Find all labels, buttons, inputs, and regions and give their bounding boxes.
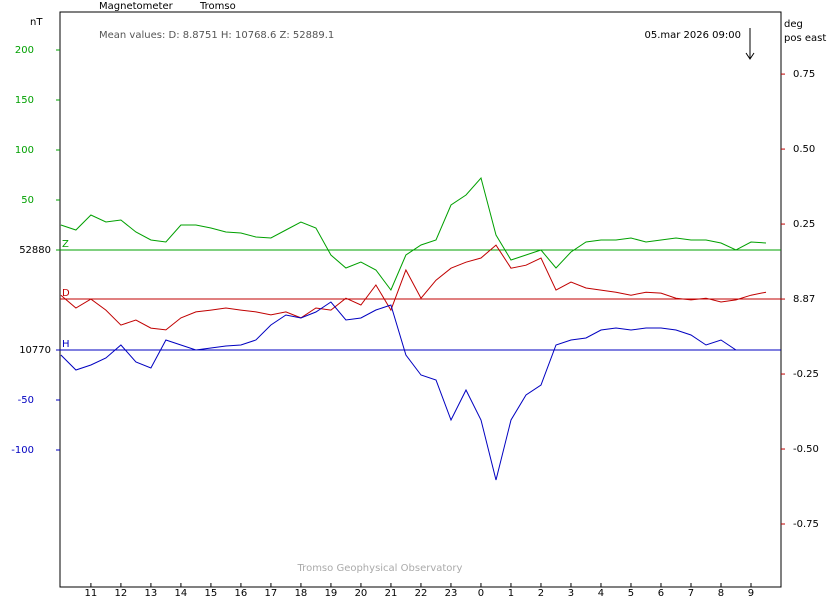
x-tick-label: 12 bbox=[115, 588, 128, 599]
y-tick-label: -100 bbox=[11, 445, 34, 456]
x-tick-label: 3 bbox=[568, 588, 574, 599]
x-tick-label: 2 bbox=[538, 588, 544, 599]
y-tick-label: 52880 bbox=[19, 245, 51, 256]
x-tick-label: 18 bbox=[295, 588, 308, 599]
trace bbox=[60, 301, 766, 481]
y-tick-label: 200 bbox=[15, 45, 34, 56]
y-tick-label: 100 bbox=[15, 145, 34, 156]
series-label: H bbox=[62, 339, 70, 350]
x-tick-label: 22 bbox=[415, 588, 428, 599]
x-tick-label: 7 bbox=[688, 588, 694, 599]
footer: Tromso Geophysical Observatory bbox=[297, 563, 463, 574]
y-tick-label: 150 bbox=[15, 95, 34, 106]
x-tick-label: 21 bbox=[385, 588, 398, 599]
x-tick-label: 11 bbox=[85, 588, 98, 599]
y2-tick-label: -0.75 bbox=[793, 519, 819, 530]
x-tick-label: 23 bbox=[445, 588, 458, 599]
chart-title: Magnetometer bbox=[99, 1, 174, 12]
y2-unit: deg bbox=[784, 19, 803, 30]
x-tick-label: 5 bbox=[628, 588, 634, 599]
x-tick-label: 17 bbox=[265, 588, 278, 599]
x-tick-label: 20 bbox=[355, 588, 368, 599]
y2-tick-label: 8.87 bbox=[793, 294, 815, 305]
station: Tromso bbox=[199, 1, 236, 12]
x-tick-label: 0 bbox=[478, 588, 484, 599]
x-tick-label: 19 bbox=[325, 588, 338, 599]
y-unit: nT bbox=[30, 17, 43, 28]
series-label: Z bbox=[62, 239, 69, 250]
y-tick-label: -50 bbox=[18, 395, 34, 406]
arrow bbox=[745, 28, 755, 60]
y2-tick-label: -0.50 bbox=[793, 444, 819, 455]
x-tick-label: 6 bbox=[658, 588, 664, 599]
trace bbox=[60, 244, 767, 331]
x-tick-label: 8 bbox=[718, 588, 724, 599]
y2-unit: pos east bbox=[784, 33, 826, 44]
y2-tick-label: -0.25 bbox=[793, 369, 819, 380]
timestamp: 05.mar 2026 09:00 bbox=[644, 30, 741, 41]
x-tick-label: 14 bbox=[175, 588, 188, 599]
mean-values: Mean values: D: 8.8751 H: 10768.6 Z: 528… bbox=[99, 30, 334, 41]
y2-tick-label: 0.50 bbox=[793, 144, 815, 155]
x-tick-label: 16 bbox=[235, 588, 248, 599]
x-tick-label: 13 bbox=[145, 588, 158, 599]
x-tick-label: 1 bbox=[508, 588, 514, 599]
y-tick-label: 10770 bbox=[19, 345, 51, 356]
trace bbox=[60, 176, 767, 291]
y-tick-label: 50 bbox=[21, 195, 34, 206]
x-tick-label: 4 bbox=[598, 588, 604, 599]
y2-tick-label: 0.25 bbox=[793, 219, 815, 230]
x-tick-label: 15 bbox=[205, 588, 218, 599]
series-label: D bbox=[62, 288, 70, 299]
x-tick-label: 9 bbox=[748, 588, 754, 599]
y2-tick-label: 0.75 bbox=[793, 69, 815, 80]
